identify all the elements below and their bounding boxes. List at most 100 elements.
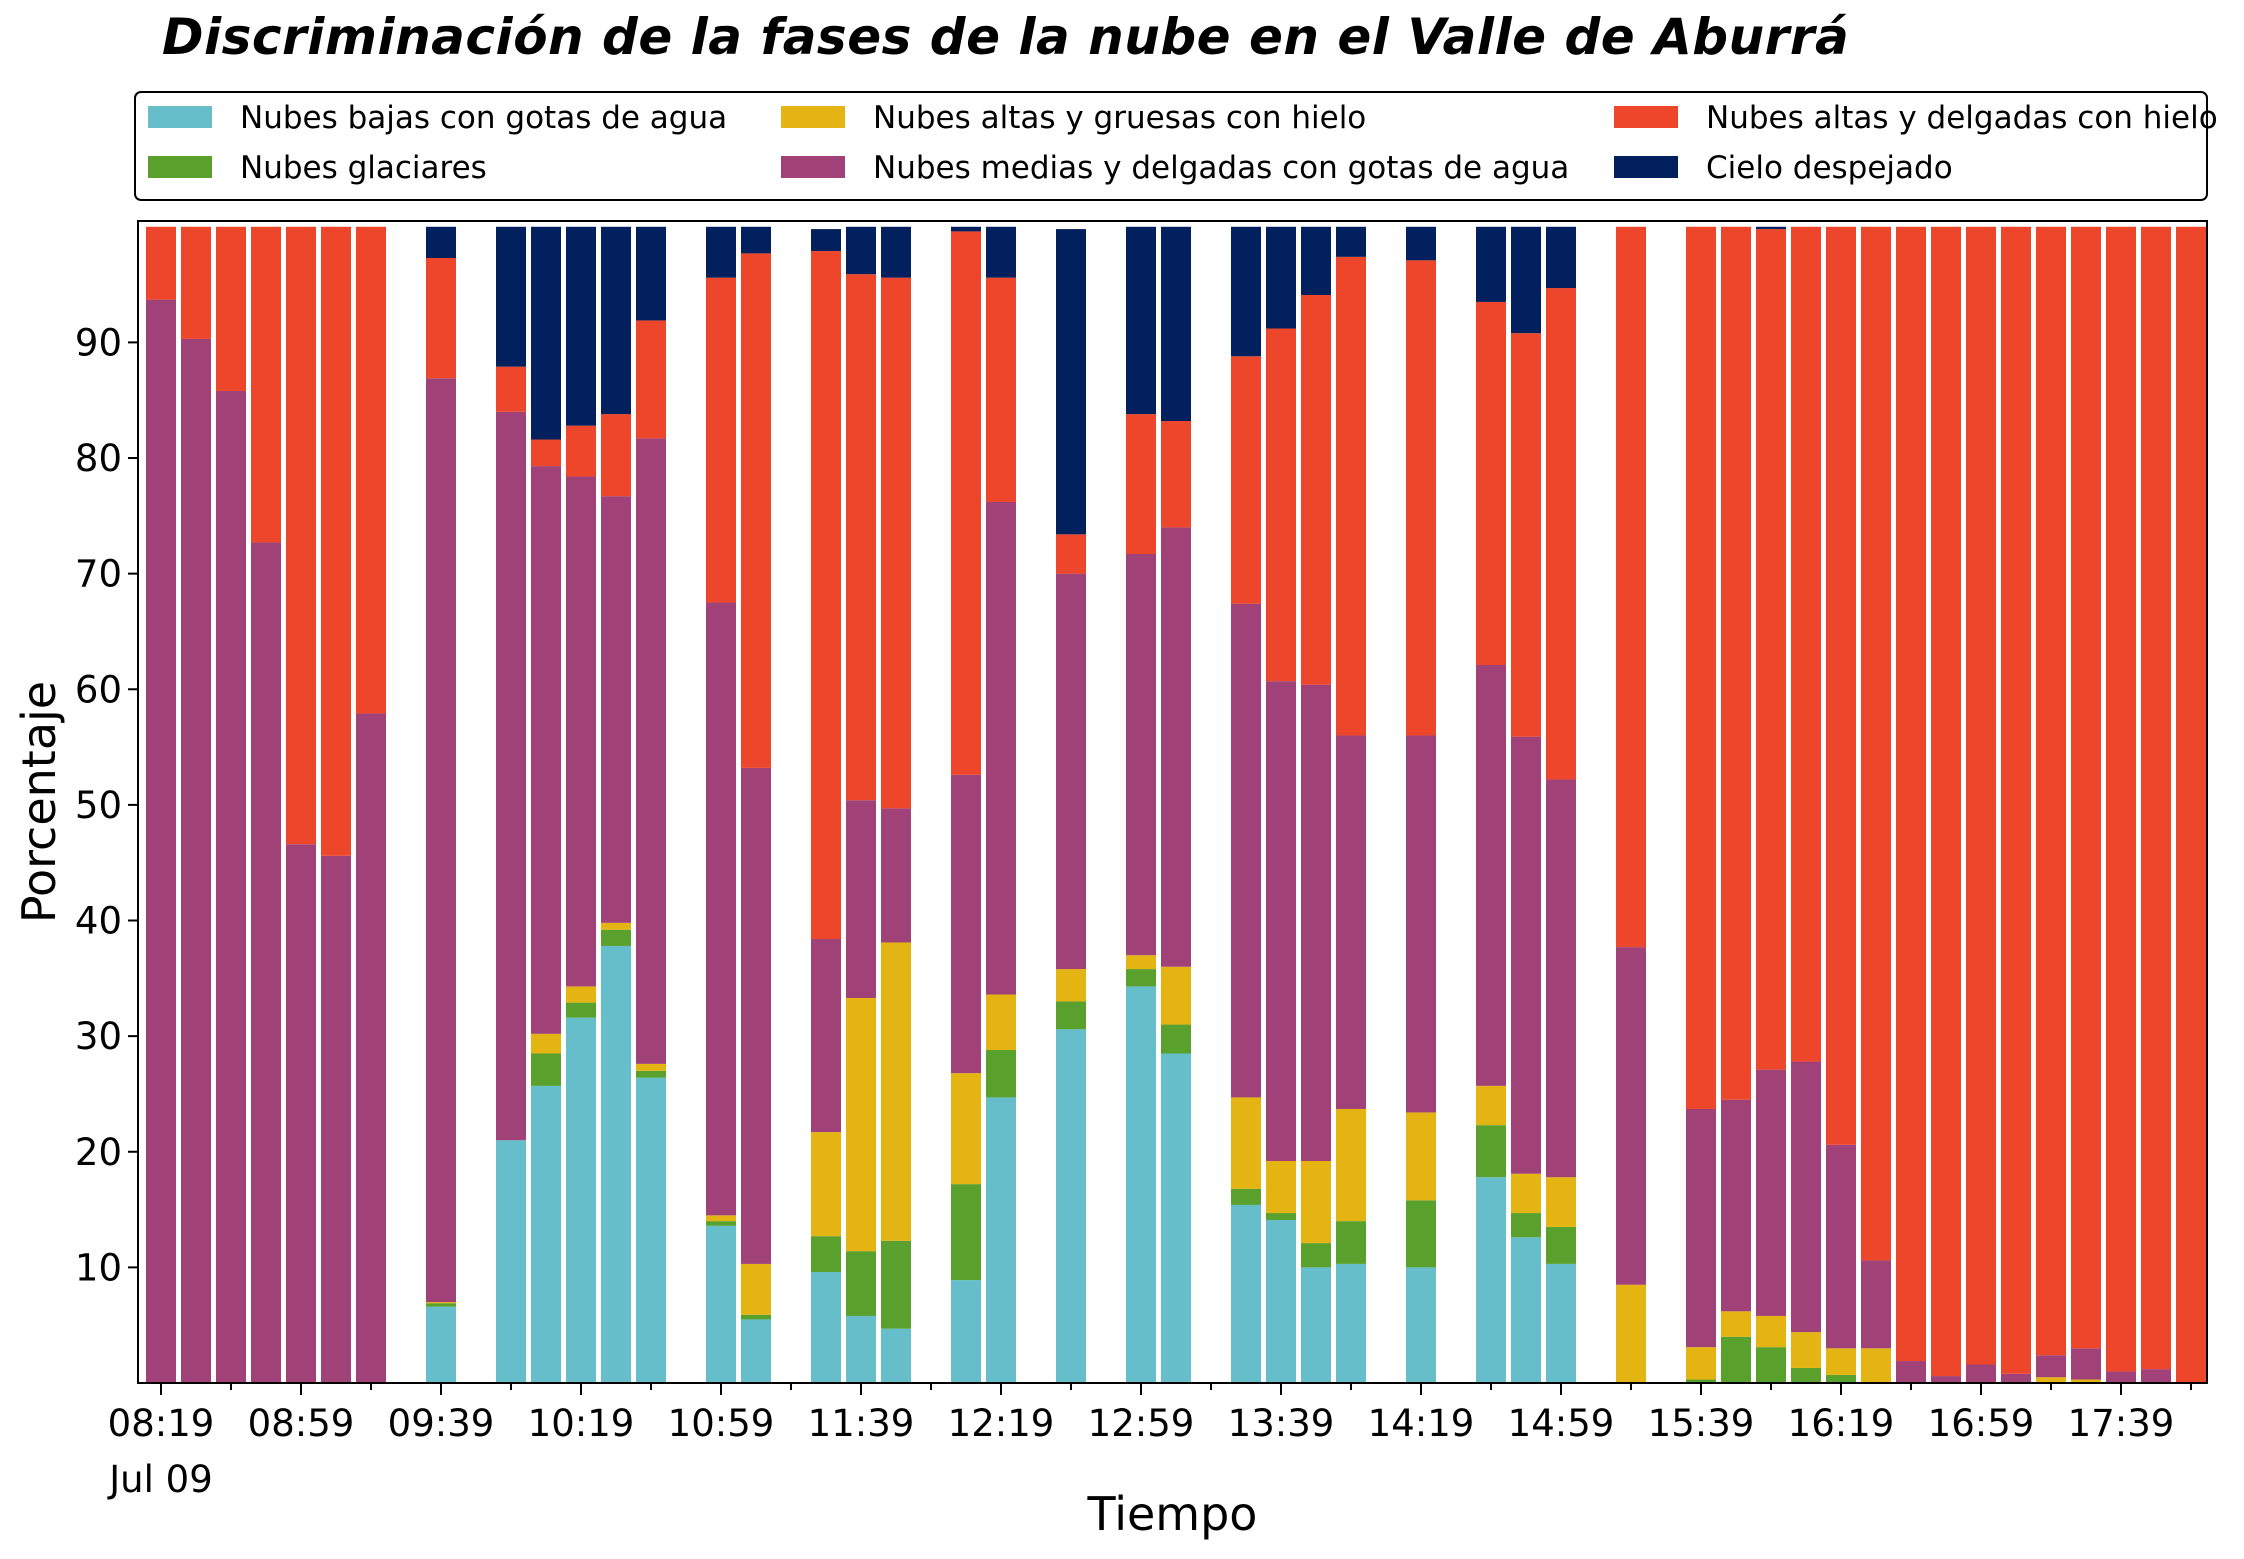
bar-segment (1126, 553, 1156, 956)
bar-segment (216, 226, 246, 391)
bar-segment (601, 945, 631, 1383)
bar-segment (496, 1140, 526, 1383)
bar-segment (1616, 1284, 1646, 1383)
bar-segment (1476, 1177, 1506, 1383)
legend-label: Nubes altas y gruesas con hielo (873, 100, 1366, 136)
bar-segment (1756, 1347, 1786, 1383)
legend-label: Cielo despejado (1706, 150, 1953, 186)
bar-segment (636, 320, 666, 439)
bar-segment (1231, 356, 1261, 604)
y-tick-label: 20 (75, 1131, 122, 1174)
bar-segment (1826, 1144, 1856, 1349)
bar-segment (1931, 226, 1961, 1377)
bar-segment (1791, 226, 1821, 1062)
bar-segment (1266, 1219, 1296, 1383)
bar-segment (566, 986, 596, 1003)
bar-segment (1791, 1061, 1821, 1333)
y-tick-label: 30 (75, 1015, 122, 1058)
bar-segment (636, 226, 666, 321)
bar-segment (1406, 1112, 1436, 1201)
bar-segment (2106, 226, 2136, 1372)
bar-segment (706, 602, 736, 1216)
chart-title: Discriminación de la fases de la nube en… (162, 8, 1850, 66)
bar-segment (636, 1077, 666, 1383)
bar-segment (1686, 1108, 1716, 1348)
x-tick-label: 13:39 (1228, 1402, 1335, 1445)
bar-segment (811, 1132, 841, 1237)
bar-segment (1266, 681, 1296, 1162)
legend-label: Nubes medias y delgadas con gotas de agu… (873, 150, 1569, 186)
bar-segment (811, 1236, 841, 1273)
bar-segment (1336, 1263, 1366, 1383)
bar-segment (1511, 226, 1541, 334)
bar-segment (1476, 664, 1506, 1086)
legend-label: Nubes glaciares (240, 150, 487, 186)
bar-segment (1056, 1001, 1086, 1030)
bar-segment (1406, 226, 1436, 261)
bar-segment (496, 411, 526, 1141)
bar-segment (881, 226, 911, 278)
bar-segment (1686, 226, 1716, 1109)
bar-segment (1301, 226, 1331, 295)
bar-segment (1406, 1267, 1436, 1383)
bar-segment (251, 542, 281, 1383)
bar-segment (1056, 1029, 1086, 1383)
bar-segment (181, 226, 211, 339)
bar-segment (811, 939, 841, 1133)
bar-segment (2071, 226, 2101, 1349)
bar-segment (1546, 226, 1576, 289)
bar-segment (1861, 1348, 1891, 1383)
bar-segment (146, 226, 176, 300)
bar-segment (951, 231, 981, 775)
bar-segment (1336, 1221, 1366, 1264)
bar-segment (1161, 1024, 1191, 1054)
bar-segment (321, 226, 351, 856)
bar-segment (1161, 966, 1191, 1025)
legend-label: Nubes bajas con gotas de agua (240, 100, 727, 136)
bar-segment (531, 226, 561, 440)
bar-segment (1721, 1311, 1751, 1337)
y-axis-label: Porcentaje (12, 681, 66, 923)
bar-segment (636, 1070, 666, 1078)
x-date-label: Jul 09 (107, 1458, 212, 1501)
bar-segment (846, 274, 876, 801)
bar-segment (1511, 736, 1541, 1174)
y-tick-label: 90 (75, 321, 122, 364)
bar-segment (1546, 1226, 1576, 1264)
legend-swatch (781, 156, 845, 178)
bar-segment (706, 226, 736, 278)
x-tick-label: 16:59 (1928, 1402, 2035, 1445)
bar-segment (1476, 1085, 1506, 1126)
bar-segment (2036, 1377, 2066, 1383)
bar-segment (1301, 1267, 1331, 1383)
x-tick-label: 08:19 (108, 1402, 215, 1445)
bar-segment (1161, 527, 1191, 967)
bar-segment (951, 1073, 981, 1185)
x-axis-label: Tiempo (1087, 1487, 1258, 1541)
legend-swatch (1614, 106, 1678, 128)
bar-segment (356, 713, 386, 1383)
bar-segment (881, 1328, 911, 1383)
y-tick-label: 60 (75, 668, 122, 711)
x-axis: 08:19 08:59 09:39 10:19 10:59 11:39 12:19 12:59… (108, 1383, 2192, 1445)
bar-segment (1511, 1213, 1541, 1238)
bar-segment (601, 226, 631, 415)
bar-segment (2141, 1369, 2171, 1383)
bar-segment (1546, 1177, 1576, 1227)
bar-segment (426, 1306, 456, 1383)
bar-segment (986, 1097, 1016, 1383)
bar-segment (146, 299, 176, 1383)
bar-segment (1301, 1161, 1331, 1244)
bar-segment (881, 1240, 911, 1329)
bar-segment (531, 1085, 561, 1383)
y-tick-label: 70 (75, 553, 122, 596)
bar-segment (1266, 1213, 1296, 1220)
legend-swatch (781, 106, 845, 128)
bar-segment (1126, 414, 1156, 554)
bar-segment (1336, 1108, 1366, 1222)
y-tick-label: 50 (75, 784, 122, 827)
plot-frame (137, 220, 2208, 1384)
bar-segment (1511, 1173, 1541, 1214)
bar-segment (601, 496, 631, 923)
bar-segment (1126, 986, 1156, 1383)
